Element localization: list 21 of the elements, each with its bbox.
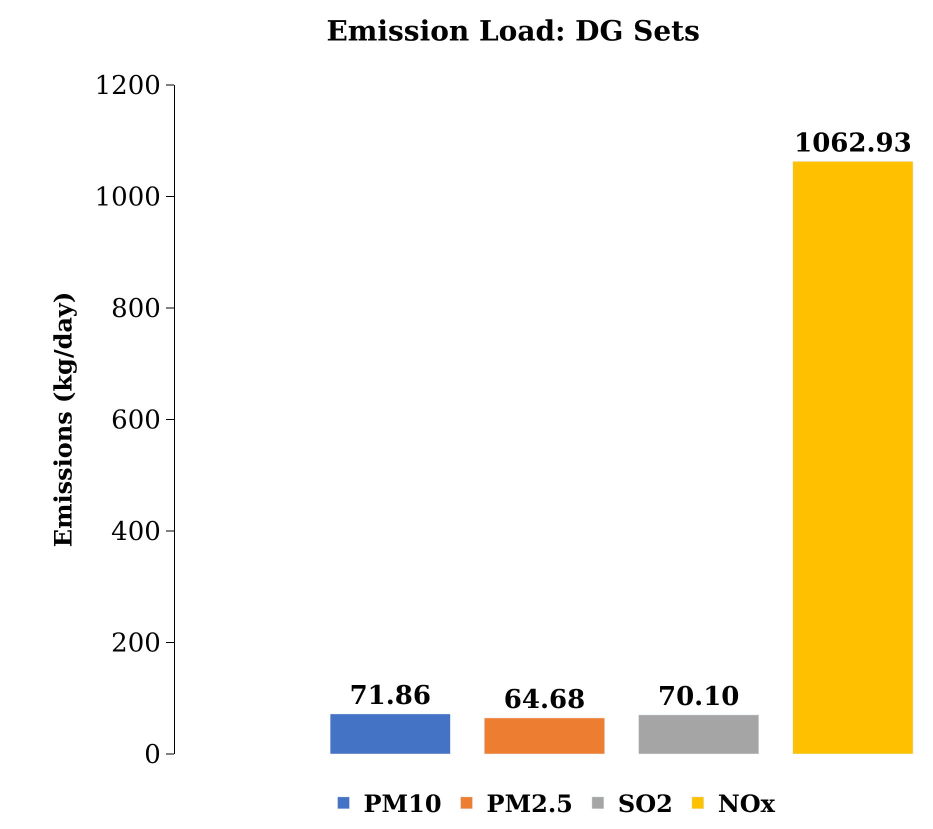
legend-label: PM2.5 — [486, 789, 573, 818]
y-tick-label: 1000 — [94, 182, 161, 213]
data-label: 71.86 — [350, 680, 431, 711]
bar — [792, 161, 914, 754]
bar — [484, 718, 605, 754]
data-label: 70.10 — [658, 682, 740, 712]
y-tick-label: 800 — [111, 294, 161, 324]
y-tick-label: 200 — [111, 628, 161, 659]
y-tick-label: 1200 — [94, 71, 161, 102]
chart-title: Emission Load: DG Sets — [326, 14, 700, 48]
y-axis-title: Emissions (kg/day) — [48, 292, 78, 548]
data-label: 64.68 — [504, 684, 586, 715]
legend-label: PM10 — [364, 789, 442, 818]
legend-label: NOx — [718, 789, 776, 818]
data-label: 1062.93 — [794, 128, 912, 158]
y-tick-label: 0 — [144, 740, 161, 770]
y-tick-label: 400 — [111, 517, 161, 548]
bar — [330, 714, 451, 754]
y-tick-label: 600 — [111, 406, 161, 436]
legend-label: SO2 — [618, 789, 673, 818]
bar — [638, 714, 760, 754]
